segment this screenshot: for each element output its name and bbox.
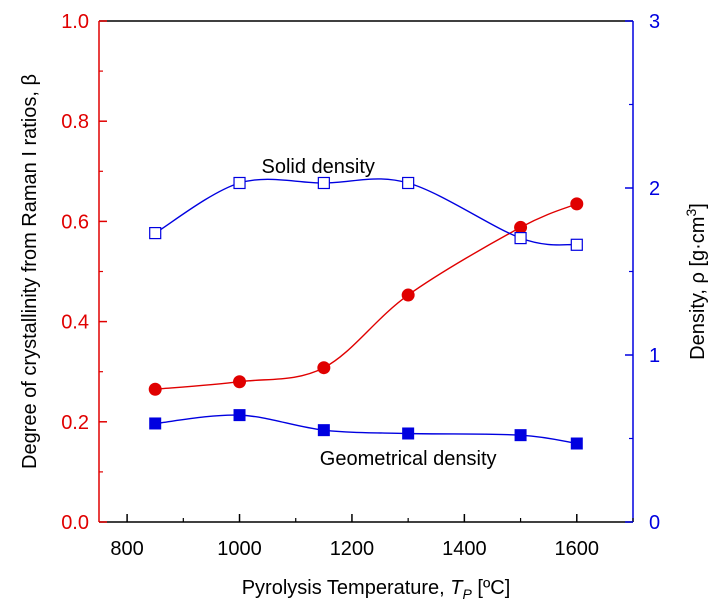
y-right-tick-label: 2 [649, 178, 660, 200]
y-left-tick-label: 0.8 [61, 111, 89, 133]
crystallinity-point [317, 361, 331, 375]
y-right-tick-label: 3 [649, 11, 660, 33]
annotation-0: Solid density [262, 156, 375, 178]
solid-point [514, 232, 527, 245]
x-tick-label: 1200 [330, 538, 375, 560]
y-right-tick-label: 1 [649, 345, 660, 367]
solid-point [233, 176, 246, 190]
x-tick-label: 1600 [555, 538, 600, 560]
geometrical-point [402, 427, 415, 440]
geometrical-point [514, 429, 527, 442]
axes [98, 20, 634, 523]
annotation-1: Geometrical density [320, 448, 497, 470]
solid-point [317, 176, 330, 190]
solid-point [402, 176, 415, 190]
y-right-axis-title: Density, ρ [g·cm3] [683, 203, 709, 360]
geometrical-point [233, 409, 246, 422]
geometrical-point [570, 437, 583, 450]
x-axis-title: Pyrolysis Temperature, TP [ºC] [242, 577, 511, 602]
x-tick-label: 1000 [217, 538, 262, 560]
crystallinity-point [570, 197, 584, 211]
y-left-tick-label: 0.2 [61, 412, 89, 434]
y-right-tick-label: 0 [649, 512, 660, 534]
y-left-tick-label: 0.4 [61, 312, 89, 334]
solid-point [149, 226, 162, 240]
x-tick-label: 1400 [442, 538, 487, 560]
y-left-tick-label: 0.0 [61, 512, 89, 534]
solid-line [154, 178, 577, 246]
crystallinity-point [233, 375, 247, 389]
crystallinity-point [148, 382, 162, 396]
y-left-tick-label: 1.0 [61, 11, 89, 33]
geometrical-point [317, 424, 330, 437]
y-left-tick-label: 0.6 [61, 211, 89, 233]
crystallinity-line [155, 203, 578, 390]
geometrical-point [149, 417, 162, 430]
crystallinity-point [514, 220, 528, 234]
x-tick-label: 800 [110, 538, 143, 560]
crystallinity-point [401, 288, 415, 302]
labels: 800 1000 1200 1400 1600 0.0 0.2 0.4 0.6 0.8 1.0 0 1 2… [19, 11, 709, 602]
solid-point [570, 238, 583, 251]
series-layer [148, 176, 584, 450]
geometrical-line [155, 414, 577, 445]
y-left-axis-title: Degree of crystallinity from Raman I rat… [19, 74, 41, 469]
